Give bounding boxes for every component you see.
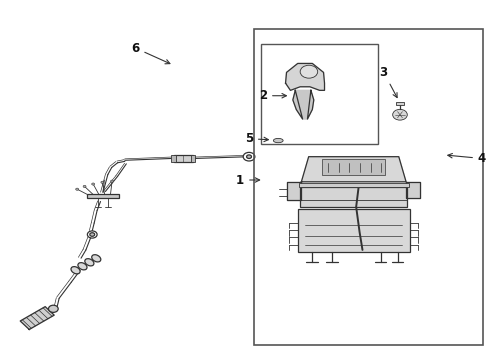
Ellipse shape bbox=[84, 259, 94, 266]
Polygon shape bbox=[285, 63, 324, 90]
Ellipse shape bbox=[273, 138, 283, 143]
Polygon shape bbox=[301, 157, 405, 182]
Circle shape bbox=[90, 233, 95, 236]
Text: 6: 6 bbox=[131, 41, 169, 64]
Bar bbox=[173, 155, 193, 162]
Ellipse shape bbox=[92, 255, 101, 262]
Bar bbox=[322, 159, 385, 175]
Bar bbox=[87, 194, 119, 198]
Circle shape bbox=[110, 180, 113, 182]
Bar bbox=[253, 30, 482, 345]
Circle shape bbox=[392, 109, 407, 120]
Bar bbox=[297, 209, 409, 252]
Polygon shape bbox=[286, 182, 301, 200]
Bar bbox=[300, 187, 407, 207]
Circle shape bbox=[246, 155, 251, 158]
Bar bbox=[190, 154, 195, 162]
Ellipse shape bbox=[71, 267, 80, 274]
Text: 1: 1 bbox=[236, 174, 259, 186]
Circle shape bbox=[300, 65, 317, 78]
Text: 2: 2 bbox=[259, 89, 286, 102]
Circle shape bbox=[92, 183, 94, 185]
Bar bbox=[171, 154, 176, 162]
Polygon shape bbox=[405, 182, 419, 198]
Circle shape bbox=[76, 188, 79, 190]
Text: 4: 4 bbox=[447, 152, 485, 165]
Bar bbox=[298, 183, 407, 187]
Circle shape bbox=[87, 231, 97, 238]
Circle shape bbox=[243, 152, 254, 161]
Circle shape bbox=[83, 185, 86, 188]
Circle shape bbox=[101, 181, 103, 183]
Bar bbox=[261, 44, 377, 144]
Text: 5: 5 bbox=[244, 132, 268, 145]
Polygon shape bbox=[292, 90, 313, 119]
Ellipse shape bbox=[78, 263, 87, 270]
Circle shape bbox=[48, 305, 58, 312]
Text: 3: 3 bbox=[379, 66, 396, 98]
Bar bbox=[395, 102, 403, 105]
Polygon shape bbox=[20, 307, 54, 329]
